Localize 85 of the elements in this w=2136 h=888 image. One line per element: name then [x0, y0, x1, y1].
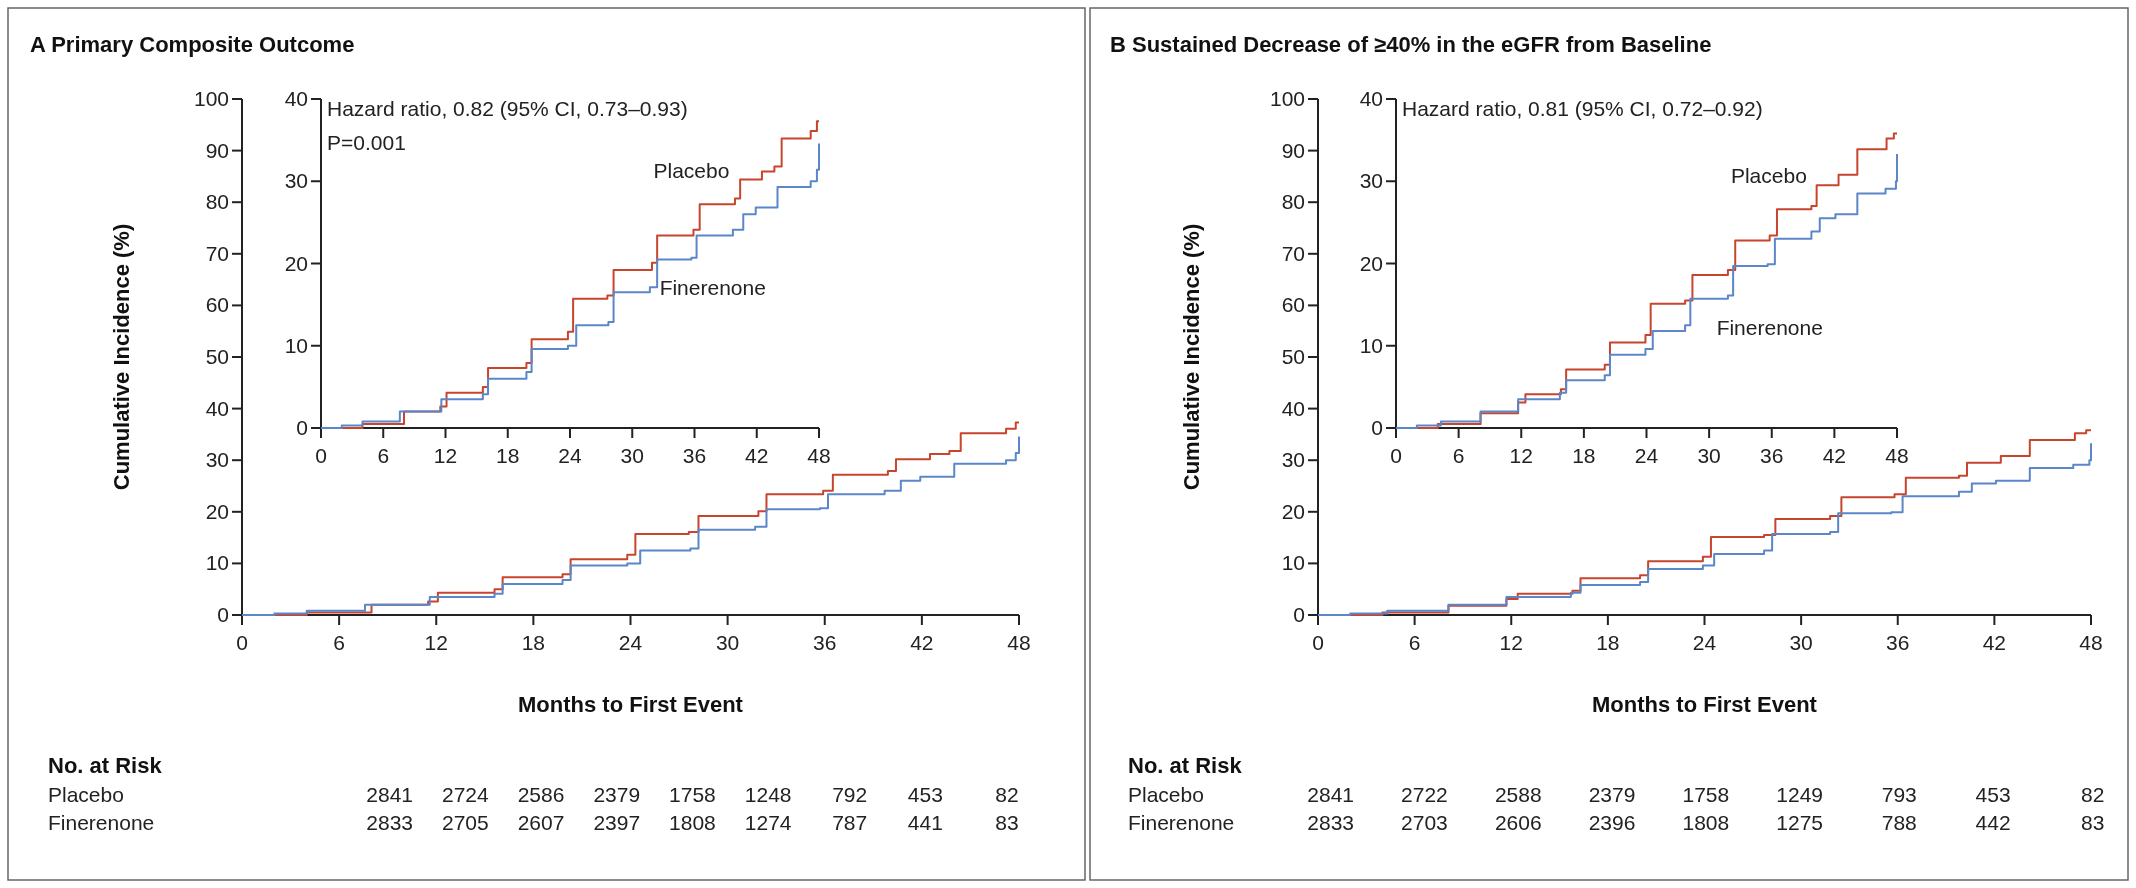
text: Placebo 2841 2724 2586 2379 1758 1248 792 453 82: [48, 783, 1019, 806]
text: No. at Risk: [48, 753, 163, 778]
series-label: Placebo: [1730, 164, 1807, 188]
x-tick-label: 36: [813, 631, 837, 654]
y-axis-title: Cumulative Incidence (%): [109, 223, 134, 491]
annotation: P=0.001: [327, 131, 406, 154]
x-tick-label: 42: [910, 631, 934, 654]
x-tick-label: 30: [620, 444, 644, 467]
y-tick-label: 80: [1281, 190, 1305, 214]
x-axis-title: Months to First Event: [1592, 692, 1818, 717]
y-tick-label: 20: [1359, 251, 1383, 275]
x-tick-label: 42: [745, 444, 769, 467]
x-tick-label: 12: [1499, 631, 1523, 654]
annotation: Hazard ratio, 0.81 (95% CI, 0.72–0.92): [1402, 97, 1763, 120]
x-tick-label: 12: [433, 444, 458, 467]
y-tick-label: 40: [205, 396, 229, 420]
x-tick-label: 24: [1634, 444, 1659, 467]
x-tick-label: 0: [1312, 631, 1324, 654]
x-tick-label: 0: [1390, 444, 1402, 467]
y-tick-label: 50: [1281, 345, 1305, 368]
x-tick-label: 24: [618, 631, 643, 654]
y-tick-label: 50: [205, 345, 229, 368]
x-tick-label: 30: [715, 631, 740, 654]
x-tick-label: 30: [1697, 444, 1721, 467]
y-tick-label: 10: [1359, 333, 1383, 357]
y-tick-label: 40: [1281, 396, 1305, 420]
text: Finerenone 2833 2703 2606 2396 1808 1275 788 442 83: [1128, 811, 2105, 834]
y-tick-label: 10: [1281, 551, 1305, 575]
x-tick-label: 18: [521, 631, 546, 654]
chart-title: A Primary Composite Outcome: [30, 32, 355, 57]
chart-title: B Sustained Decrease of ≥40% in the eGFR from Baseline: [1110, 32, 1712, 57]
y-tick-label: 10: [284, 333, 308, 357]
x-tick-label: 6: [1408, 631, 1421, 654]
y-tick-label: 40: [1359, 87, 1383, 110]
x-tick-label: 30: [1789, 631, 1813, 654]
y-tick-label: 20: [284, 251, 308, 275]
y-tick-label: 0: [296, 416, 308, 439]
y-tick-label: 40: [284, 87, 308, 110]
y-tick-label: 20: [1281, 499, 1305, 523]
x-tick-label: 18: [1572, 444, 1596, 467]
y-tick-label: 90: [205, 138, 229, 162]
y-tick-label: 30: [284, 169, 308, 193]
y-tick-label: 100: [193, 87, 229, 110]
y-tick-label: 100: [1269, 87, 1305, 110]
y-tick-label: 90: [1281, 138, 1305, 162]
x-tick-label: 48: [2079, 631, 2103, 654]
x-axis-title: Months to First Event: [518, 692, 744, 717]
x-tick-label: 42: [1982, 631, 2007, 654]
y-tick-label: 70: [1281, 241, 1305, 265]
text: Finerenone 2833 2705 2607 2397 1808 1274 787 441 83: [48, 811, 1019, 834]
x-tick-label: 48: [1007, 631, 1031, 654]
series-label: Placebo: [653, 159, 730, 183]
x-tick-label: 36: [1760, 444, 1784, 467]
x-tick-label: 12: [424, 631, 448, 654]
y-tick-label: 30: [1359, 169, 1383, 193]
y-tick-label: 60: [1281, 293, 1305, 317]
x-tick-label: 36: [682, 444, 707, 467]
x-tick-label: 36: [1886, 631, 1910, 654]
annotation: Hazard ratio, 0.82 (95% CI, 0.73–0.93): [327, 97, 688, 120]
x-tick-label: 12: [1509, 444, 1533, 467]
x-tick-label: 18: [496, 444, 520, 467]
y-tick-label: 0: [1371, 416, 1383, 439]
x-tick-label: 6: [377, 444, 390, 467]
series-label: Finerenone: [659, 276, 766, 300]
x-tick-label: 0: [236, 631, 248, 654]
x-tick-label: 0: [315, 444, 327, 467]
y-tick-label: 20: [205, 499, 229, 523]
x-tick-label: 6: [1452, 444, 1465, 467]
x-tick-label: 48: [1885, 444, 1909, 467]
y-tick-label: 0: [217, 603, 229, 626]
x-tick-label: 24: [1692, 631, 1717, 654]
series-label: Finerenone: [1716, 315, 1823, 339]
text: No. at Risk: [1128, 753, 1243, 778]
x-tick-label: 24: [558, 444, 582, 467]
y-tick-label: 80: [205, 190, 229, 214]
x-tick-label: 18: [1596, 631, 1620, 654]
x-tick-label: 48: [807, 444, 831, 467]
y-tick-label: 0: [1293, 603, 1305, 626]
y-tick-label: 70: [205, 241, 229, 265]
y-tick-label: 10: [205, 551, 229, 575]
y-axis-title: Cumulative Incidence (%): [1179, 223, 1204, 491]
y-tick-label: 60: [205, 293, 229, 317]
text: Placebo 2841 2722 2588 2379 1758 1249 793 453 82: [1128, 783, 2105, 806]
x-tick-label: 6: [333, 631, 345, 654]
x-tick-label: 42: [1822, 444, 1847, 467]
